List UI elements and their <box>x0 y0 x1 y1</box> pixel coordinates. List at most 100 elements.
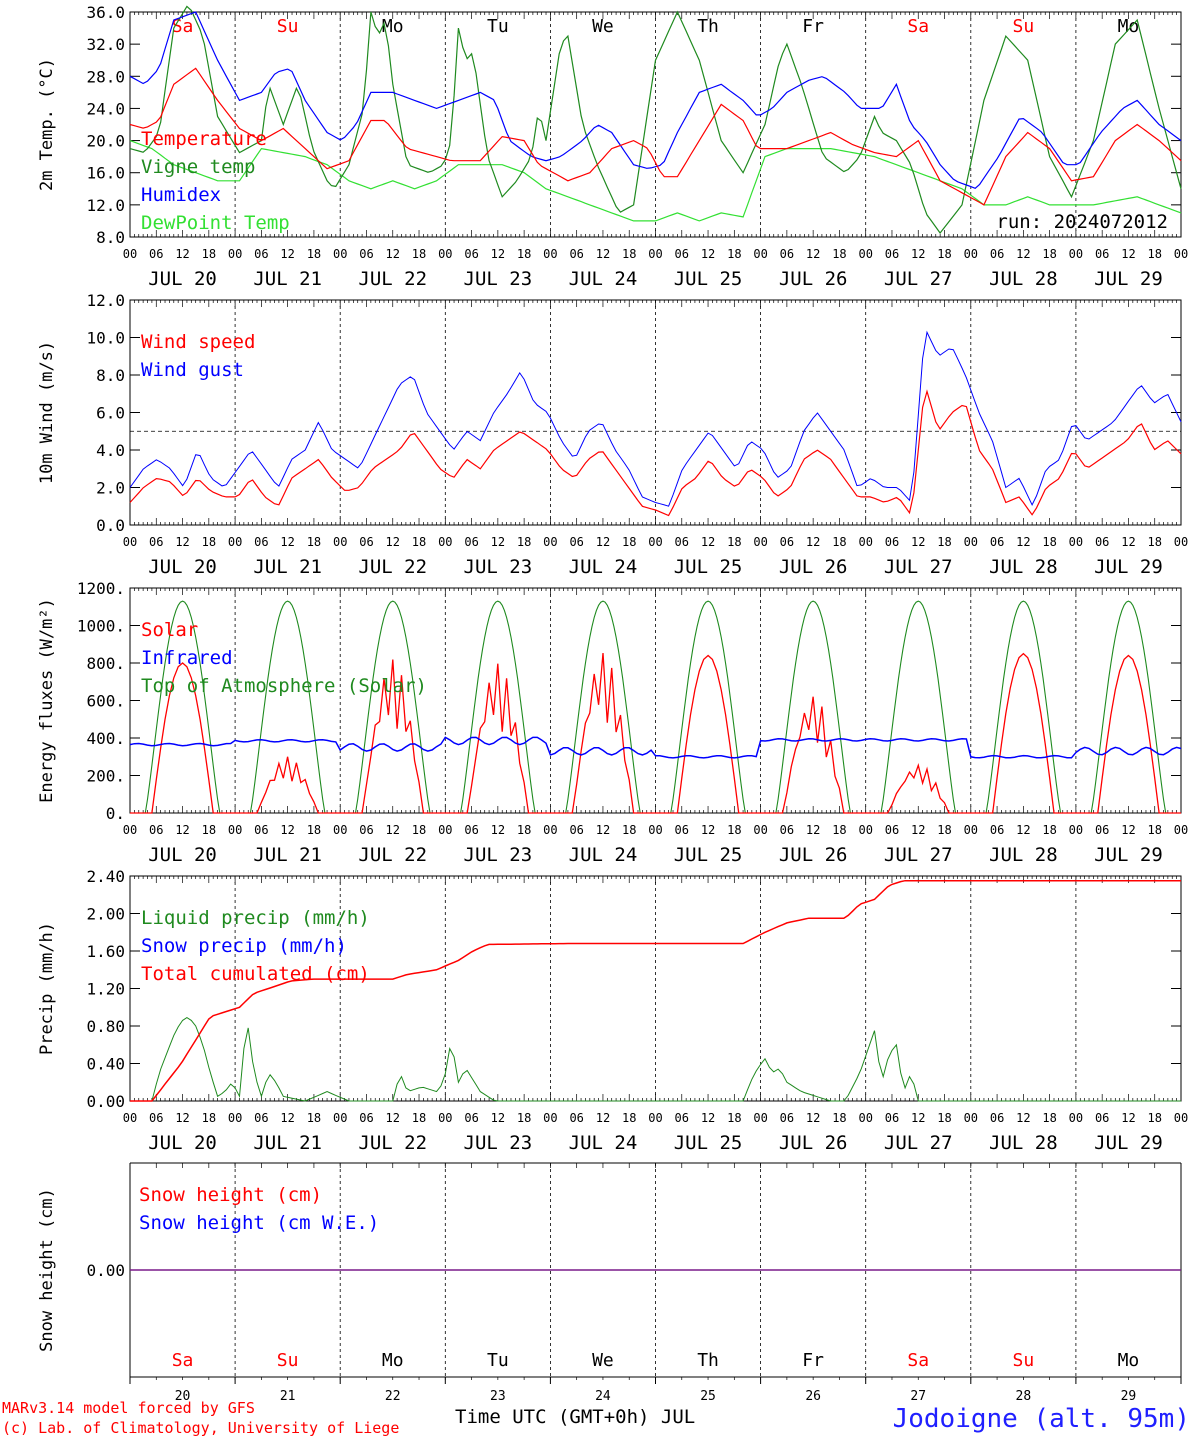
day-number-label: 26 <box>805 1389 821 1404</box>
y-tick-label: 16.0 <box>86 164 125 183</box>
hour-tick-label: 12 <box>701 823 715 837</box>
day-number-label: 29 <box>1121 1389 1137 1404</box>
hour-tick-label: 00 <box>123 823 137 837</box>
hour-tick-label: 06 <box>254 1111 268 1125</box>
weekday-label: Su <box>1013 1350 1035 1371</box>
hour-tick-label: 06 <box>990 1111 1004 1125</box>
hour-tick-label: 06 <box>254 247 268 261</box>
day-date-label: JUL 23 <box>464 268 533 290</box>
hour-tick-label: 18 <box>832 823 846 837</box>
hour-tick-label: 06 <box>569 823 583 837</box>
day-date-label: JUL 23 <box>464 1132 533 1154</box>
hour-tick-label: 12 <box>175 1111 189 1125</box>
day-number-label: 21 <box>280 1389 296 1404</box>
series-line-dewpoint-temp <box>129 140 1182 222</box>
day-date-label: JUL 24 <box>569 1132 638 1154</box>
hour-tick-label: 18 <box>1147 1111 1161 1125</box>
hour-tick-label: 18 <box>622 823 636 837</box>
hour-tick-label: 00 <box>228 247 242 261</box>
hour-tick-label: 00 <box>964 535 978 549</box>
hour-tick-label: 00 <box>753 1111 767 1125</box>
hour-tick-label: 18 <box>307 535 321 549</box>
hour-tick-label: 18 <box>727 823 741 837</box>
hour-tick-label: 00 <box>438 535 452 549</box>
day-date-label: JUL 24 <box>569 268 638 290</box>
hour-tick-label: 06 <box>149 823 163 837</box>
legend-entry: Vigne temp <box>141 156 255 178</box>
y-axis-label: Precip (mm/h) <box>37 922 57 1055</box>
hour-tick-label: 12 <box>701 535 715 549</box>
day-date-label: JUL 23 <box>464 844 533 866</box>
hour-tick-label: 18 <box>1147 535 1161 549</box>
hour-tick-label: 00 <box>333 247 347 261</box>
series-line-vigne-temp <box>129 5 1182 234</box>
y-tick-label: 8.0 <box>96 228 125 247</box>
hour-tick-label: 12 <box>1016 247 1030 261</box>
series-line-humidex <box>129 11 1182 189</box>
hour-tick-label: 00 <box>438 1111 452 1125</box>
hour-tick-label: 00 <box>1174 1111 1188 1125</box>
hour-tick-label: 06 <box>1095 1111 1109 1125</box>
plot-frame <box>129 299 1182 526</box>
day-date-label: JUL 21 <box>253 556 322 578</box>
weekday-label: Sa <box>172 1350 194 1371</box>
hour-tick-label: 06 <box>149 535 163 549</box>
hour-tick-label: 18 <box>832 1111 846 1125</box>
day-date-label: JUL 20 <box>148 268 217 290</box>
hour-tick-label: 06 <box>885 823 899 837</box>
legend-entry: Temperature <box>141 128 267 150</box>
hour-tick-label: 06 <box>780 535 794 549</box>
hour-tick-label: 06 <box>464 535 478 549</box>
y-tick-label: 12.0 <box>86 196 125 215</box>
weekday-label: Fr <box>802 16 824 37</box>
day-number-label: 28 <box>1016 1389 1032 1404</box>
weekday-label: Mo <box>1118 1350 1140 1371</box>
model-credit: MARv3.14 model forced by GFS <box>2 1399 255 1417</box>
hour-tick-label: 18 <box>1042 823 1056 837</box>
day-date-label: JUL 28 <box>989 1132 1058 1154</box>
hour-tick-label: 06 <box>675 535 689 549</box>
hour-tick-label: 18 <box>727 1111 741 1125</box>
hour-tick-label: 12 <box>1121 1111 1135 1125</box>
day-number-label: 20 <box>175 1389 191 1404</box>
hour-tick-label: 06 <box>359 823 373 837</box>
day-date-label: JUL 27 <box>884 268 953 290</box>
hour-tick-label: 18 <box>412 247 426 261</box>
hour-tick-label: 06 <box>359 535 373 549</box>
hour-tick-label: 12 <box>1121 535 1135 549</box>
y-tick-label: 1.60 <box>86 942 125 961</box>
hour-tick-label: 18 <box>622 1111 636 1125</box>
hour-tick-label: 00 <box>753 247 767 261</box>
hour-tick-label: 00 <box>438 823 452 837</box>
legend-entry: DewPoint Temp <box>141 212 290 234</box>
weekday-label: Mo <box>382 16 404 37</box>
day-date-label: JUL 22 <box>358 268 427 290</box>
y-axis-label: 2m Temp. (°C) <box>37 58 57 191</box>
hour-tick-label: 00 <box>1069 1111 1083 1125</box>
hour-tick-label: 12 <box>1121 247 1135 261</box>
hour-tick-label: 00 <box>753 535 767 549</box>
y-tick-label: 0.00 <box>86 1092 125 1111</box>
series-line-wind-speed <box>129 389 1182 517</box>
hour-tick-label: 18 <box>412 823 426 837</box>
hour-tick-label: 12 <box>280 247 294 261</box>
day-date-label: JUL 29 <box>1094 1132 1163 1154</box>
hour-tick-label: 18 <box>307 1111 321 1125</box>
legend-entry: Liquid precip (mm/h) <box>141 907 370 929</box>
weekday-label: Sa <box>907 16 929 37</box>
y-tick-label: 600. <box>86 692 125 711</box>
hour-tick-label: 00 <box>753 823 767 837</box>
hour-tick-label: 06 <box>675 1111 689 1125</box>
hour-tick-label: 18 <box>727 535 741 549</box>
day-date-label: JUL 29 <box>1094 268 1163 290</box>
hour-tick-label: 18 <box>412 1111 426 1125</box>
hour-tick-label: 06 <box>990 823 1004 837</box>
hour-tick-label: 18 <box>1147 823 1161 837</box>
hour-tick-label: 00 <box>1174 247 1188 261</box>
weekday-label: Su <box>277 1350 299 1371</box>
hour-tick-label: 00 <box>1174 823 1188 837</box>
hour-tick-label: 12 <box>280 535 294 549</box>
y-tick-label: 800. <box>86 654 125 673</box>
y-tick-label: 28.0 <box>86 67 125 86</box>
